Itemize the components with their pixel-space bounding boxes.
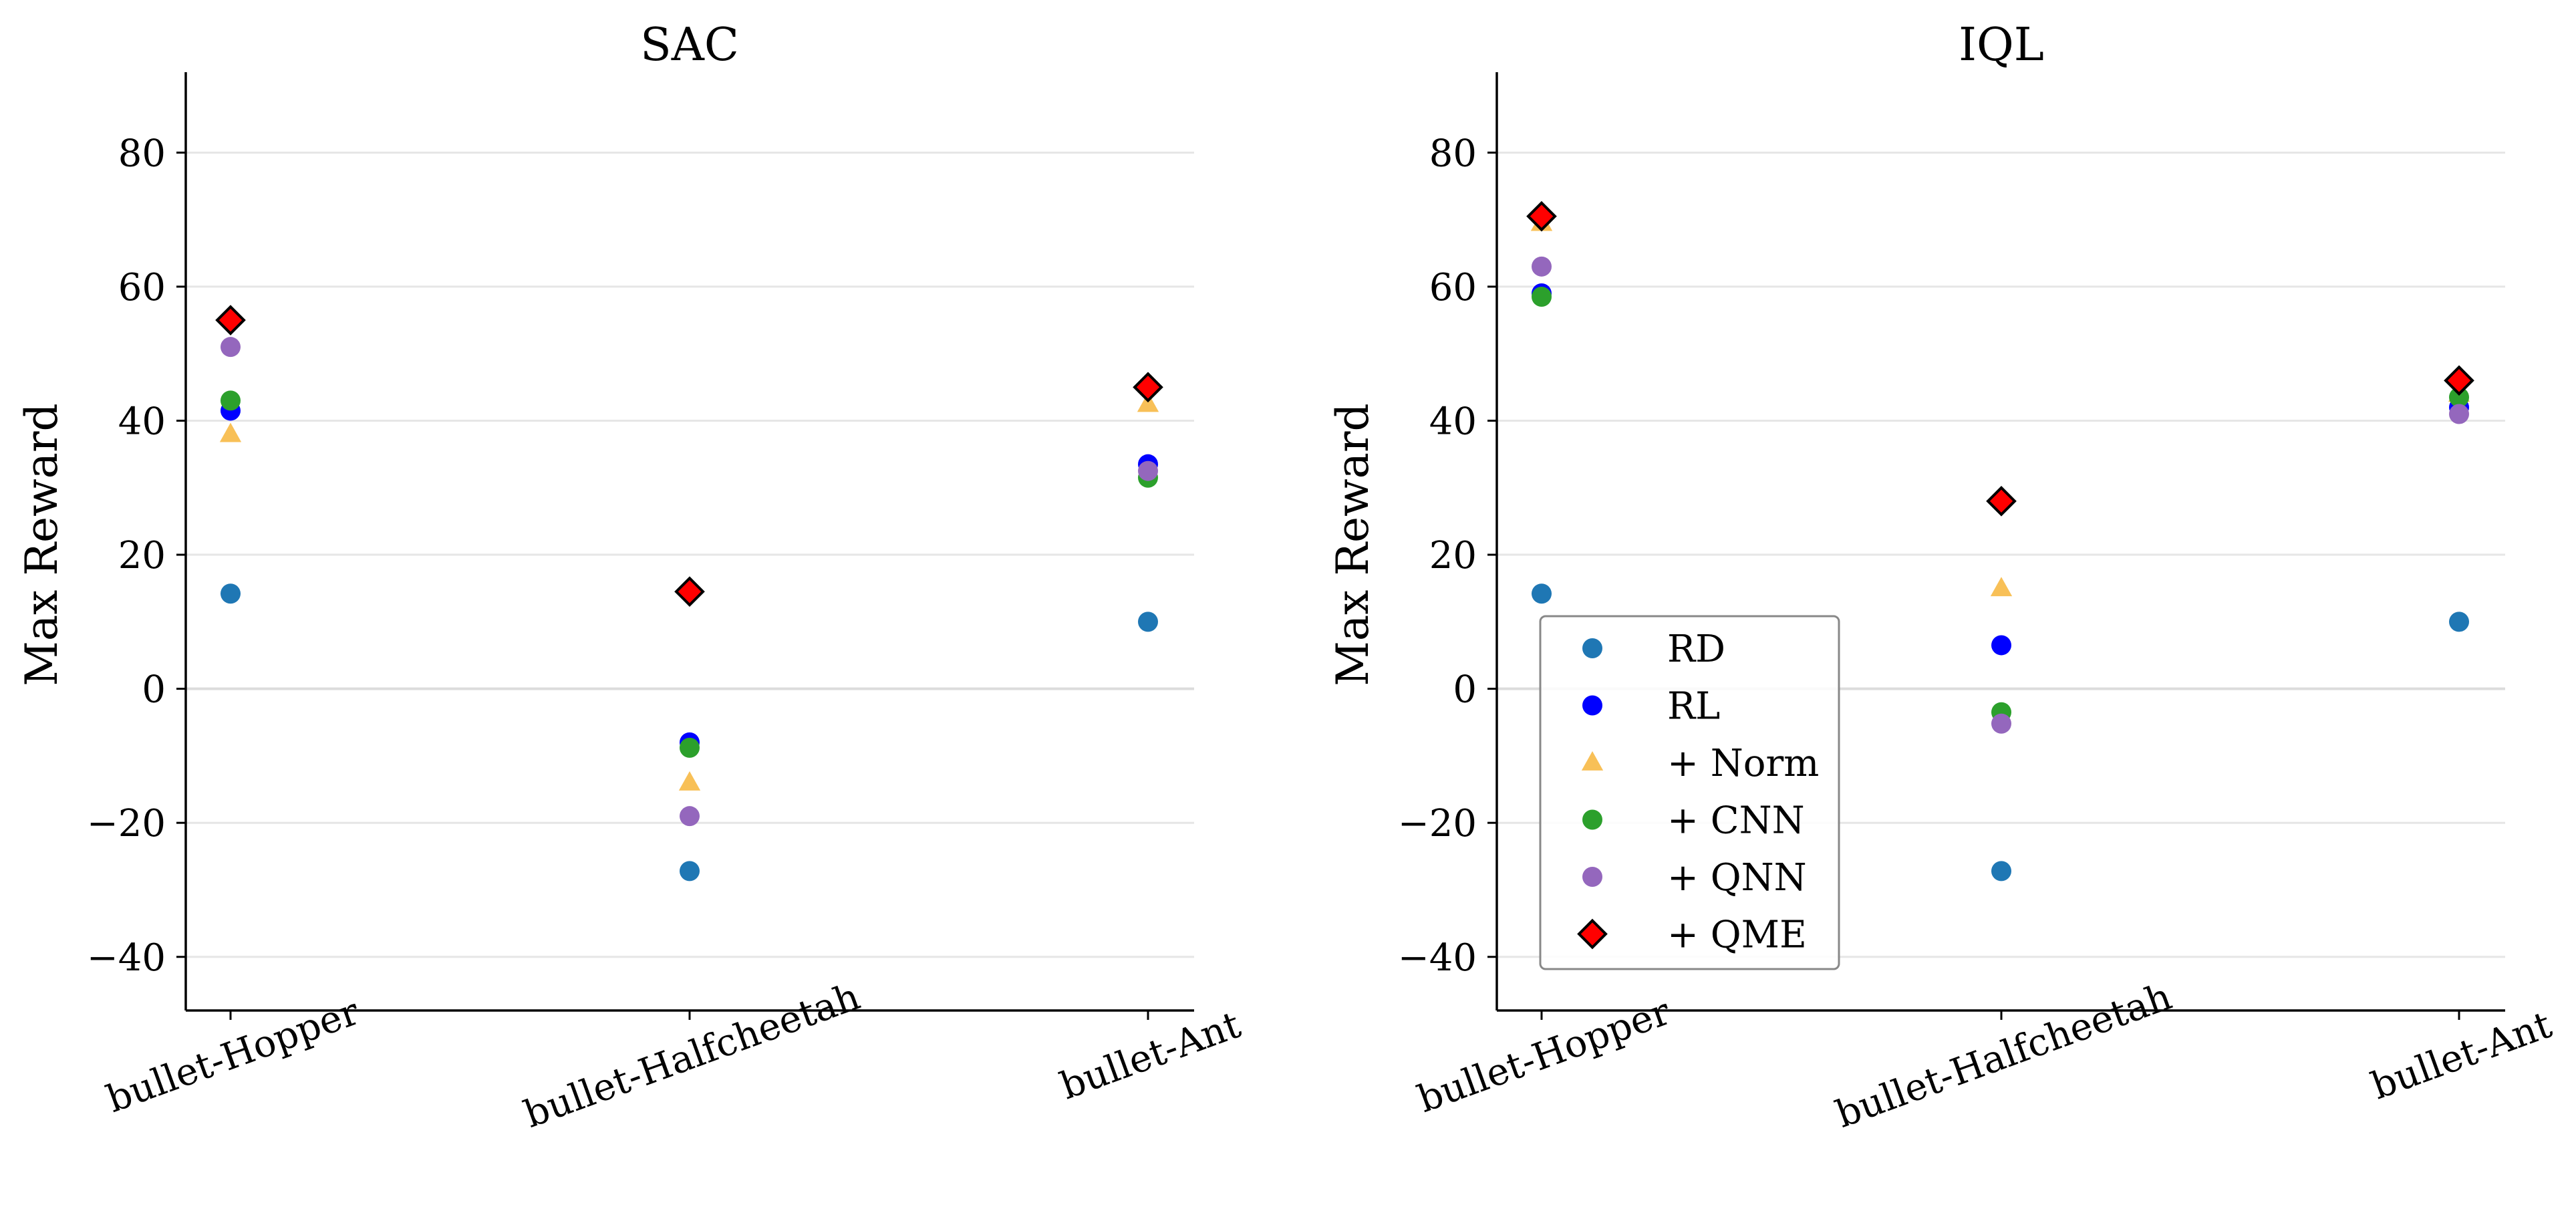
legend-label: + QNN bbox=[1667, 856, 1807, 900]
point-qme bbox=[2444, 365, 2474, 396]
y-tick-label: 40 bbox=[118, 400, 166, 443]
y-ticks: 80 60 40 20 0 −20 −40 bbox=[1398, 132, 1497, 980]
point-qnn bbox=[1138, 460, 1158, 481]
point-cnn bbox=[680, 737, 700, 758]
y-tick-label: 20 bbox=[1429, 534, 1477, 577]
point-qnn bbox=[680, 806, 700, 827]
legend-marker-rd bbox=[1582, 638, 1602, 658]
y-tick-label: 60 bbox=[118, 266, 166, 309]
point-rd bbox=[680, 861, 700, 882]
legend-frame bbox=[1539, 615, 1840, 970]
y-tick-label: 80 bbox=[1429, 132, 1477, 175]
point-qme bbox=[674, 576, 705, 607]
point-qme bbox=[1133, 372, 1163, 403]
point-qme bbox=[1986, 486, 2017, 517]
legend-marker-norm bbox=[1581, 751, 1604, 771]
point-qnn bbox=[221, 337, 241, 358]
legend-marker-rl bbox=[1582, 695, 1602, 716]
y-tick-label: 0 bbox=[142, 668, 166, 712]
y-tick-label: −20 bbox=[1398, 802, 1477, 845]
point-cnn bbox=[221, 390, 241, 411]
point-qnn bbox=[1532, 256, 1552, 277]
point-cnn bbox=[1532, 286, 1552, 307]
y-tick-label: 0 bbox=[1453, 668, 1477, 712]
legend: RD RL + Norm + CNN + QNN + QME bbox=[1539, 615, 1840, 970]
grid-lines bbox=[186, 151, 1194, 958]
point-qme bbox=[215, 305, 246, 335]
chart-title: IQL bbox=[1959, 19, 2044, 72]
y-tick-label: 80 bbox=[118, 132, 166, 175]
point-norm bbox=[678, 771, 701, 791]
y-axis-label: Max Reward bbox=[16, 403, 67, 686]
y-axis-label: Max Reward bbox=[1327, 403, 1379, 686]
point-rd bbox=[1991, 861, 2011, 882]
point-qme bbox=[1526, 200, 1557, 232]
y-tick-label: 40 bbox=[1429, 400, 1477, 443]
point-rd bbox=[221, 583, 241, 604]
y-ticks: 80 60 40 20 0 −20 −40 bbox=[87, 132, 186, 980]
y-tick-label: 60 bbox=[1429, 266, 1477, 309]
legend-marker-qme bbox=[1577, 918, 1608, 950]
legend-label: + Norm bbox=[1667, 742, 1819, 785]
point-rd bbox=[2449, 612, 2469, 632]
y-tick-label: 20 bbox=[118, 534, 166, 577]
legend-label: RD bbox=[1667, 628, 1725, 671]
legend-label: + CNN bbox=[1667, 799, 1805, 843]
data-points bbox=[1526, 200, 2474, 882]
point-norm bbox=[219, 422, 242, 442]
point-cnn bbox=[2449, 387, 2469, 408]
legend-label: + QME bbox=[1667, 914, 1807, 957]
y-tick-label: −40 bbox=[87, 936, 166, 980]
legend-label: RL bbox=[1667, 685, 1720, 728]
data-points bbox=[215, 305, 1163, 882]
point-qnn bbox=[1991, 713, 2011, 734]
point-rd bbox=[1138, 612, 1158, 632]
point-rl bbox=[1991, 635, 2011, 656]
point-qnn bbox=[2449, 404, 2469, 424]
point-rd bbox=[1532, 583, 1552, 604]
legend-marker-cnn bbox=[1582, 809, 1602, 830]
y-tick-label: −20 bbox=[87, 802, 166, 845]
point-norm bbox=[1990, 577, 2013, 597]
chart-title: SAC bbox=[640, 19, 739, 72]
y-tick-label: −40 bbox=[1398, 936, 1477, 980]
legend-marker-qnn bbox=[1582, 867, 1602, 887]
